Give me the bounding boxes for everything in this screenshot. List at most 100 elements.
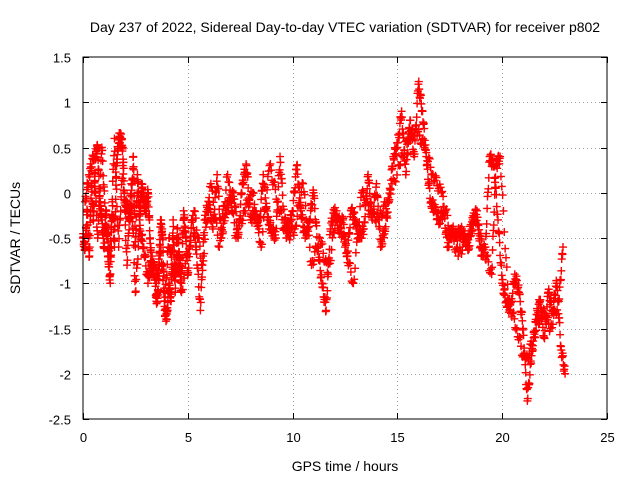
data-point (530, 332, 539, 341)
data-point (328, 233, 337, 242)
data-point (301, 201, 310, 210)
data-point (473, 220, 482, 229)
y-tick-label: 1.5 (53, 51, 71, 66)
data-point (475, 225, 484, 234)
data-point (270, 177, 279, 186)
data-point (108, 177, 117, 186)
data-point (390, 176, 399, 185)
data-point (116, 207, 125, 216)
data-point (163, 260, 172, 269)
data-point (230, 218, 239, 227)
data-point (310, 204, 319, 213)
data-point (112, 202, 121, 211)
data-point (84, 180, 93, 189)
data-point (195, 242, 204, 251)
data-point (130, 277, 139, 286)
data-point (169, 273, 178, 282)
data-point (422, 148, 431, 157)
data-point (335, 218, 344, 227)
data-point (335, 212, 344, 221)
data-point (497, 271, 506, 280)
data-point (332, 206, 341, 215)
data-point (438, 187, 447, 196)
data-point (532, 326, 541, 335)
x-axis-label: GPS time / hours (292, 458, 399, 474)
data-point (515, 290, 524, 299)
data-point (343, 247, 352, 256)
data-point (174, 238, 183, 247)
data-point (112, 173, 121, 182)
data-point (558, 250, 567, 259)
data-point (116, 214, 125, 223)
data-point (182, 237, 191, 246)
data-point (138, 237, 147, 246)
data-point (219, 202, 228, 211)
data-point (267, 166, 276, 175)
data-point (241, 209, 250, 218)
data-point (183, 249, 192, 258)
data-point (503, 280, 512, 289)
data-point (94, 216, 103, 225)
data-point (103, 230, 112, 239)
data-point (156, 251, 165, 260)
data-point (162, 315, 171, 324)
data-point (229, 209, 238, 218)
data-point (464, 235, 473, 244)
data-point (418, 134, 427, 143)
data-point (215, 205, 224, 214)
data-point (105, 262, 114, 271)
data-point (476, 229, 485, 238)
data-point (244, 202, 253, 211)
data-point (101, 213, 110, 222)
data-point (482, 219, 491, 228)
x-tick-label: 15 (390, 430, 404, 445)
data-point (112, 185, 121, 194)
data-point (133, 170, 142, 179)
data-point (392, 150, 401, 159)
data-point (198, 261, 207, 270)
data-point (197, 283, 206, 292)
data-point (334, 213, 343, 222)
data-point (518, 316, 527, 325)
data-point (142, 207, 151, 216)
data-point (265, 161, 274, 170)
data-point (121, 220, 130, 229)
data-point (492, 202, 501, 211)
data-point (120, 198, 129, 207)
data-point (206, 179, 215, 188)
x-tick-label: 10 (286, 430, 300, 445)
data-point (200, 235, 209, 244)
data-point (449, 237, 458, 246)
data-point (141, 252, 150, 261)
data-point (525, 349, 534, 358)
data-point (302, 216, 311, 225)
data-point (144, 192, 153, 201)
data-point (499, 281, 508, 290)
data-point (540, 309, 549, 318)
data-point (293, 212, 302, 221)
data-point (315, 233, 324, 242)
data-point (100, 239, 109, 248)
data-point (147, 248, 156, 257)
data-point (158, 235, 167, 244)
data-point (486, 264, 495, 273)
data-point (89, 155, 98, 164)
data-point (341, 241, 350, 250)
data-point (291, 222, 300, 231)
data-point (300, 190, 309, 199)
data-point (136, 227, 145, 236)
data-point (424, 153, 433, 162)
data-point (539, 304, 548, 313)
data-point (346, 223, 355, 232)
data-point (385, 195, 394, 204)
data-point (238, 216, 247, 225)
data-point (386, 190, 395, 199)
data-point (128, 203, 137, 212)
data-point (90, 169, 99, 178)
data-point (292, 221, 301, 230)
data-point (254, 228, 263, 237)
data-point (444, 226, 453, 235)
axis-ticks: 0 5 10 15 20 25 -2.5 -2 -1.5 -1 -0.5 0 0.5 1 1.5 (49, 51, 615, 446)
data-point (278, 215, 287, 224)
data-point (186, 232, 195, 241)
